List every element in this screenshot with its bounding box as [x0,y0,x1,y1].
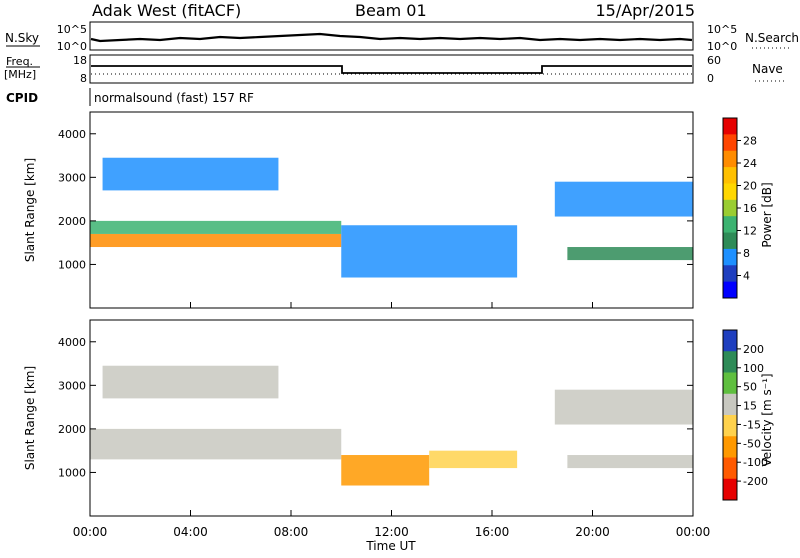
y-tick-label: 4000 [58,336,86,349]
y-tick-label: 3000 [58,379,86,392]
power-cbar-swatch [723,232,737,250]
power-region-1 [90,220,342,234]
cpid-label: CPID [6,91,38,105]
velocity-cbar-swatch [723,393,737,416]
nave-label: Nave [752,62,783,76]
power-colorbar-title: Power [dB] [760,182,774,247]
velocity-cbar-tick-label: 15 [743,400,757,413]
nsearch-tick-high: 10^5 [707,23,737,36]
power-region-2 [102,157,279,191]
velocity-cbar-tick-label: -50 [743,437,761,450]
station-title: Adak West (fitACF) [92,1,241,20]
power-cbar-swatch [723,199,737,217]
velocity-region-1 [102,365,279,399]
power-cbar-swatch [723,248,737,266]
nsky-tick-high: 10^5 [57,23,87,36]
power-cbar-swatch [723,183,737,201]
velocity-cbar-tick-label: 100 [743,362,764,375]
velocity-region-2 [341,455,430,486]
nsky-trace [90,32,693,43]
power-cbar-swatch [723,167,737,184]
nsky-label: N.Sky [5,31,39,45]
x-tick-label: 20:00 [575,525,610,539]
velocity-cbar-swatch [723,372,737,395]
velocity-cbar-tick-label: 50 [743,381,757,394]
x-tick-label: 12:00 [374,525,409,539]
y-tick-label: 1000 [58,258,86,271]
velocity-cbar-tick-label: 200 [743,343,764,356]
power-region-4 [554,181,693,217]
power-heatmap-marks [90,157,693,278]
power-region-3 [341,225,518,278]
velocity-region-0 [90,428,342,460]
power-cbar-tick-label: 20 [743,180,757,193]
freq-tick-high: 18 [73,54,87,67]
velocity-colorbar: 200 100 50 15 -15 -50 -100 -200 [722,329,768,501]
nave-tick-high: 60 [707,54,721,67]
freq-tick-low: 8 [80,72,87,85]
freq-panel-frame [89,54,694,84]
velocity-y-ticks: 4000 3000 2000 1000 [58,336,693,479]
nsky-panel-frame [89,21,694,51]
velocity-cbar-swatch [723,330,737,352]
y-tick-label: 2000 [58,423,86,436]
power-cbar-swatch [723,118,737,135]
velocity-region-3 [429,450,518,469]
power-region-5 [567,247,693,261]
velocity-region-5 [567,455,693,469]
x-tick-label: 00:00 [676,525,711,539]
beam-title: Beam 01 [355,1,427,20]
velocity-ylabel: Slant Range [km] [23,366,37,470]
power-cbar-tick-label: 16 [743,202,757,215]
velocity-cbar-tick-label: -100 [743,456,768,469]
power-cbar-swatch [723,134,737,152]
power-ylabel: Slant Range [km] [23,158,37,262]
power-y-ticks: 4000 3000 2000 1000 [58,128,693,271]
freq-unit: [MHz] [4,68,36,81]
power-cbar-tick-label: 4 [743,270,750,283]
nsearch-label: N.Search [745,31,799,45]
time-xlabel: Time UT [365,539,416,553]
freq-trace [91,65,692,74]
velocity-cbar-swatch [723,415,737,437]
velocity-cbar-tick-label: -200 [743,475,768,488]
x-tick-label: 16:00 [475,525,510,539]
y-tick-label: 1000 [58,466,86,479]
time-x-ticks: 00:00 04:00 08:00 12:00 16:00 20:00 00:00 [73,302,711,539]
velocity-cbar-swatch [723,351,737,373]
power-cbar-tick-label: 8 [743,247,750,260]
power-cbar-swatch [723,150,737,168]
y-tick-label: 4000 [58,128,86,141]
x-tick-label: 08:00 [274,525,309,539]
power-cbar-swatch [723,281,737,299]
velocity-cbar-swatch [723,436,737,458]
power-colorbar: 28 24 20 16 12 8 4 [722,117,757,299]
nave-tick-low: 0 [707,72,714,85]
power-cbar-tick-label: 12 [743,225,757,238]
y-tick-label: 2000 [58,215,86,228]
x-tick-label: 04:00 [173,525,208,539]
power-cbar-tick-label: 24 [743,157,757,170]
nsky-tick-low: 10^0 [57,40,87,53]
velocity-cbar-swatch [723,457,737,480]
velocity-heatmap-marks [90,365,693,486]
x-tick-label: 00:00 [73,525,108,539]
velocity-cbar-tick-label: -15 [743,418,761,431]
power-cbar-swatch [723,265,737,283]
y-tick-label: 3000 [58,171,86,184]
velocity-cbar-swatch [723,478,737,501]
power-region-0 [90,233,342,248]
power-cbar-tick-label: 28 [743,135,757,148]
cpid-value: normalsound (fast) 157 RF [94,91,254,105]
power-cbar-swatch [723,216,737,234]
nsearch-tick-low: 10^0 [707,40,737,53]
velocity-cbar-frame [722,329,738,501]
date-title: 15/Apr/2015 [595,1,695,20]
freq-label: Freq. [6,55,33,68]
velocity-region-4 [554,389,693,425]
velocity-colorbar-title: Velocity [m s⁻¹] [760,373,774,466]
